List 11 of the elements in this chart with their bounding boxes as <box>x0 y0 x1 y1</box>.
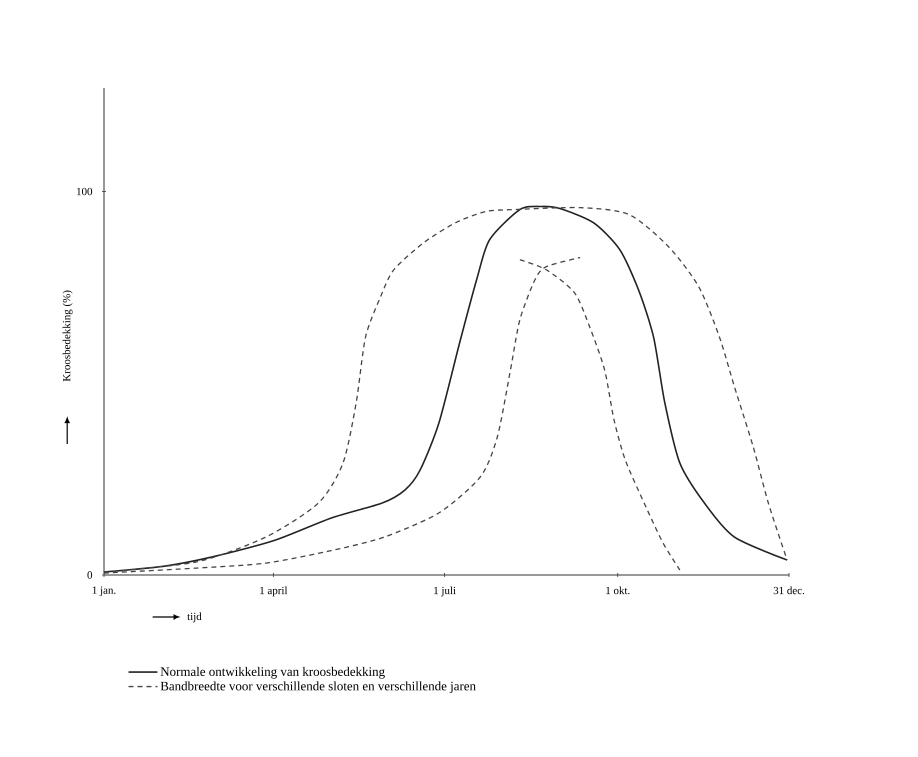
y-tick-label: 100 <box>77 188 92 196</box>
x-tick-label: 31 dec. <box>774 586 804 594</box>
y-axis-title: Kroosbedekking (%) <box>62 290 73 382</box>
y-tick-label: 0 <box>87 571 92 579</box>
x-tick-label: 1 april <box>260 586 288 596</box>
x-tick-label: 1 juli <box>434 586 456 596</box>
x-tick-label: 1 jan. <box>92 586 116 596</box>
x-axis-title: tijd <box>187 612 202 622</box>
x-tick-label: 1 okt. <box>606 586 630 594</box>
legend-label: Bandbreedte voor verschillende sloten en verschillende jaren <box>160 681 476 694</box>
legend-label: Normale ontwikkeling van kroosbedekking <box>160 666 385 679</box>
